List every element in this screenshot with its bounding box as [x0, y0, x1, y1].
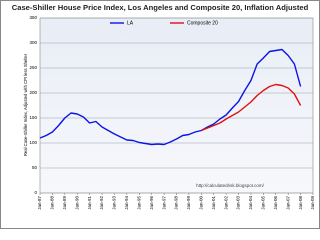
x-tick-label: Jan-90 [74, 196, 79, 210]
x-tick-label: Jan-94 [124, 196, 129, 210]
x-tick-label: Jan-88 [50, 196, 55, 210]
x-tick-label: Jan-92 [99, 196, 104, 210]
x-tick-label: Jan-00 [199, 196, 204, 210]
legend-label: Composite 20 [187, 20, 218, 26]
y-tick-label: 150 [29, 115, 37, 120]
plot-area [39, 17, 314, 194]
x-tick-label: Jan-93 [112, 196, 117, 210]
series-line [201, 83, 302, 132]
y-tick-label: 300 [29, 40, 37, 45]
y-tick-label: 50 [32, 165, 38, 170]
y-tick-label: 250 [29, 65, 37, 70]
x-tick-label: Jan-89 [62, 196, 67, 210]
x-tick-label: Jan-95 [136, 196, 141, 210]
x-tick-label: Jan-02 [223, 196, 228, 210]
x-tick-label: Jan-06 [273, 196, 278, 210]
watermark: http://calculatedrisk.blogspot.com/ [196, 183, 265, 188]
y-tick-label: 350 [29, 15, 37, 20]
legend-label: LA [127, 20, 134, 26]
x-tick-label: Jan-91 [87, 196, 92, 210]
x-tick-label: Jan-01 [211, 196, 216, 210]
y-tick-label: 200 [29, 90, 37, 95]
y-tick-label: 0 [34, 190, 37, 195]
x-tick-label: Jan-96 [149, 196, 154, 210]
x-tick-label: Jan-05 [261, 196, 266, 210]
chart: Case-Shiller House Price Index, Los Ange… [0, 0, 320, 229]
x-tick-label: Jan-87 [37, 196, 42, 210]
y-tick-label: 100 [29, 140, 37, 145]
series-line [39, 48, 302, 146]
x-tick-label: Jan-07 [285, 196, 290, 210]
x-tick-label: Jan-04 [248, 196, 253, 210]
x-tick-label: Jan-09 [310, 196, 315, 210]
x-tick-label: Jan-97 [161, 196, 166, 210]
x-tick-label: Jan-98 [174, 196, 179, 210]
y-axis-label: Real Case-Shiller Index, Adjusted with C… [23, 53, 28, 156]
x-tick-label: Jan-08 [298, 196, 303, 210]
x-tick-label: Jan-03 [236, 196, 241, 210]
chart-title: Case-Shiller House Price Index, Los Ange… [12, 3, 309, 12]
x-tick-label: Jan-99 [186, 196, 191, 210]
